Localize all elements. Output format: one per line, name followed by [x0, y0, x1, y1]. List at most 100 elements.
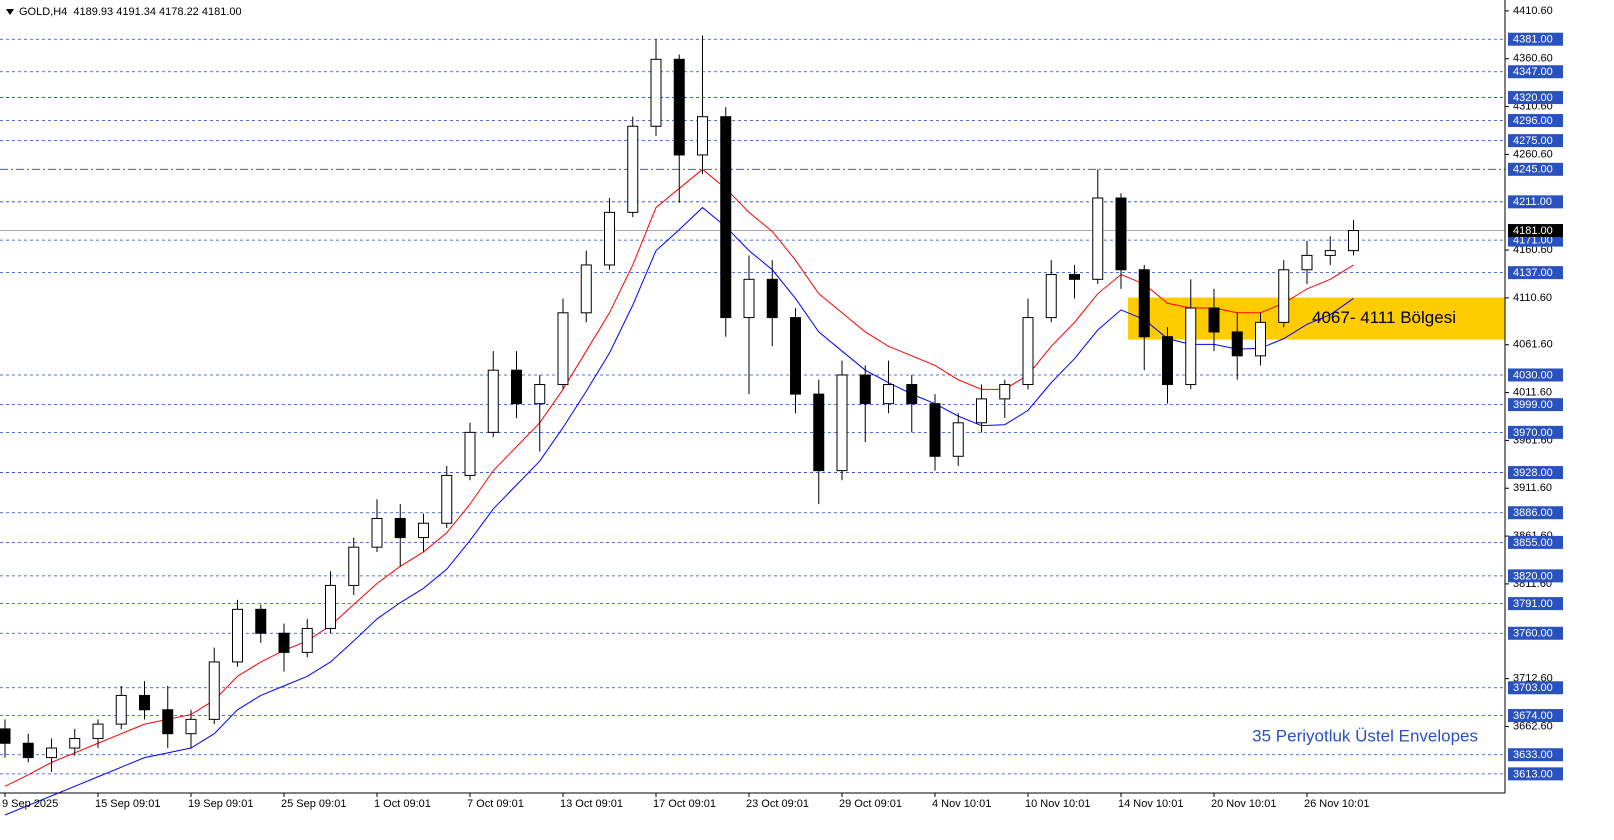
zone-label: 4067- 4111 Bölgesi	[1312, 308, 1456, 327]
level-label: 4320.00	[1513, 92, 1553, 104]
candle-body	[301, 627, 313, 653]
candle-body	[0, 728, 11, 744]
candle-body	[534, 384, 546, 405]
x-tick-label: 4 Nov 10:01	[932, 798, 991, 810]
y-tick-label: 4061.60	[1513, 339, 1553, 351]
candle-body	[1348, 230, 1359, 252]
level-label: 3791.00	[1513, 598, 1553, 610]
candle-body	[1045, 274, 1057, 319]
candle-body	[604, 211, 615, 266]
y-tick-label: 3662.60	[1513, 720, 1553, 732]
level-label-box	[1508, 767, 1563, 781]
candle-body	[92, 723, 104, 739]
candle-body	[1208, 307, 1220, 333]
level-label-box	[1508, 266, 1563, 280]
candle-body	[208, 661, 220, 720]
x-tick-label: 1 Oct 09:01	[374, 798, 431, 810]
candle-body	[69, 737, 81, 749]
candle-body	[441, 474, 453, 524]
candle-body	[1022, 317, 1034, 386]
candle-body	[952, 422, 964, 457]
candle-body	[1069, 274, 1080, 280]
candle-body	[580, 264, 592, 314]
y-tick-label: 3911.60	[1513, 482, 1552, 494]
level-label: 4245.00	[1513, 164, 1553, 176]
level-label-box	[1508, 681, 1563, 695]
level-label: 3855.00	[1513, 537, 1553, 549]
level-label: 4296.00	[1513, 115, 1553, 127]
level-label-box	[1508, 506, 1563, 520]
level-label: 3999.00	[1513, 399, 1553, 411]
level-label: 3703.00	[1513, 682, 1553, 694]
candle-body	[766, 278, 778, 319]
level-label: 3674.00	[1513, 710, 1553, 722]
level-label-box	[1508, 134, 1563, 148]
candle-body	[418, 522, 429, 539]
candle-body	[511, 369, 522, 405]
level-label-box	[1508, 535, 1563, 549]
candle-body	[1162, 336, 1173, 386]
candle-body	[1138, 269, 1150, 338]
x-tick-label: 13 Oct 09:01	[560, 798, 623, 810]
x-tick-label: 26 Nov 10:01	[1304, 798, 1369, 810]
candle-body	[1278, 269, 1290, 323]
candle-body	[650, 58, 662, 127]
candle-body	[115, 694, 127, 725]
x-tick-label: 10 Nov 10:01	[1025, 798, 1090, 810]
candle-body	[836, 374, 848, 472]
candle-body	[627, 125, 639, 213]
x-tick-label: 23 Oct 09:01	[746, 798, 809, 810]
candle-body	[1115, 197, 1127, 271]
candle-body	[278, 632, 290, 653]
candle-body	[22, 742, 34, 759]
x-tick-label: 14 Nov 10:01	[1118, 798, 1183, 810]
level-label: 3970.00	[1513, 427, 1553, 439]
candle-body	[394, 517, 406, 539]
candle-body	[743, 278, 755, 319]
candle-body	[1301, 254, 1313, 271]
candle-body	[46, 747, 57, 759]
candle-body	[464, 431, 476, 476]
level-label-box	[1508, 425, 1563, 439]
chart-title: GOLD,H4 4189.93 4191.34 4178.22 4181.00	[19, 6, 242, 18]
candle-body	[1324, 250, 1336, 256]
current-price-label: 4181.00	[1513, 225, 1553, 237]
x-tick-label: 25 Sep 09:01	[281, 798, 346, 810]
candle-body	[859, 374, 871, 405]
level-label-box	[1508, 195, 1563, 209]
candle-body	[557, 312, 569, 386]
y-tick-label: 4410.60	[1513, 5, 1553, 17]
candle-body	[813, 393, 825, 472]
x-tick-label: 17 Oct 09:01	[653, 798, 716, 810]
y-tick-label: 4260.60	[1513, 148, 1553, 160]
candle-body	[720, 116, 732, 319]
candle-body	[162, 709, 174, 735]
level-label: 3613.00	[1513, 768, 1553, 780]
candle-body	[1231, 331, 1243, 357]
level-label-box	[1508, 32, 1563, 46]
level-label: 3886.00	[1513, 507, 1553, 519]
level-label: 4275.00	[1513, 135, 1553, 147]
candle-body	[139, 694, 150, 711]
candle-body	[1185, 307, 1197, 386]
x-tick-label: 20 Nov 10:01	[1211, 798, 1276, 810]
candle-body	[790, 317, 801, 395]
candle-body	[1092, 197, 1104, 280]
level-label-box	[1508, 65, 1563, 79]
x-tick-label: 29 Oct 09:01	[839, 798, 902, 810]
candle-body	[1255, 321, 1266, 357]
level-label-box	[1508, 748, 1563, 762]
level-label: 4211.00	[1513, 196, 1552, 208]
level-label-box	[1508, 597, 1563, 611]
level-label-box	[1508, 114, 1563, 128]
menu-triangle	[6, 9, 14, 15]
candle-body	[929, 403, 941, 457]
candle-body	[906, 384, 918, 405]
level-label-box	[1508, 368, 1563, 382]
level-label: 3820.00	[1513, 570, 1553, 582]
candle-body	[673, 58, 685, 156]
level-label: 3760.00	[1513, 628, 1553, 640]
candle-body	[255, 608, 267, 634]
